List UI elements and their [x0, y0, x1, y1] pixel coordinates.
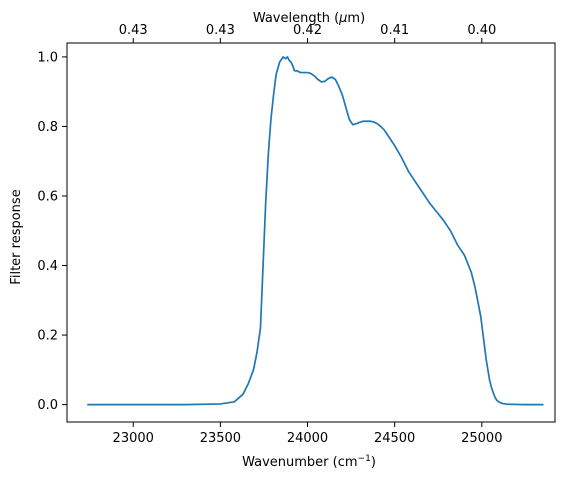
y-tick-label: 0.8	[37, 120, 58, 135]
x-axis-title-main: Wavenumber (cm	[242, 455, 357, 470]
y-tick-label: 1.0	[37, 50, 58, 65]
plot-frame	[66, 42, 556, 423]
top-axis-title-mu: μ	[338, 11, 347, 26]
x-tick-label: 25000	[461, 431, 502, 446]
x-tick-label: 24000	[287, 431, 328, 446]
top-tick-label: 0.43	[119, 23, 148, 38]
top-tick-label: 0.42	[293, 23, 322, 38]
top-tick-label: 0.41	[380, 23, 409, 38]
top-axis-title: Wavelength (μm)	[253, 11, 365, 26]
x-axis-title-exponent: −1	[358, 454, 371, 464]
x-tick-label: 23000	[113, 431, 154, 446]
top-axis-title-prefix: Wavelength (	[253, 11, 339, 26]
x-tick-label: 24500	[374, 431, 415, 446]
top-tick-label: 0.43	[206, 23, 235, 38]
x-axis-title-suffix: )	[371, 455, 376, 470]
series-layer	[87, 56, 544, 406]
left-y-axis: 0.0 0.2 0.4 0.6 0.8 1.0	[37, 50, 67, 413]
y-tick-label: 0.0	[37, 398, 58, 413]
top-x-axis: 0.43 0.43 0.42 0.41 0.40	[119, 23, 496, 43]
top-axis-title-suffix: m)	[347, 11, 365, 26]
x-tick-label: 23500	[200, 431, 241, 446]
top-tick-label: 0.40	[467, 23, 496, 38]
plot-area	[66, 42, 556, 423]
bottom-x-axis: 23000 23500 24000 24500 25000	[113, 422, 502, 446]
y-tick-label: 0.6	[37, 189, 58, 204]
y-axis-title: Filter response	[9, 189, 24, 284]
series-line-0	[87, 56, 544, 406]
y-tick-label: 0.4	[37, 259, 58, 274]
x-axis-title: Wavenumber (cm−1)	[242, 454, 376, 470]
y-tick-label: 0.2	[37, 329, 58, 344]
